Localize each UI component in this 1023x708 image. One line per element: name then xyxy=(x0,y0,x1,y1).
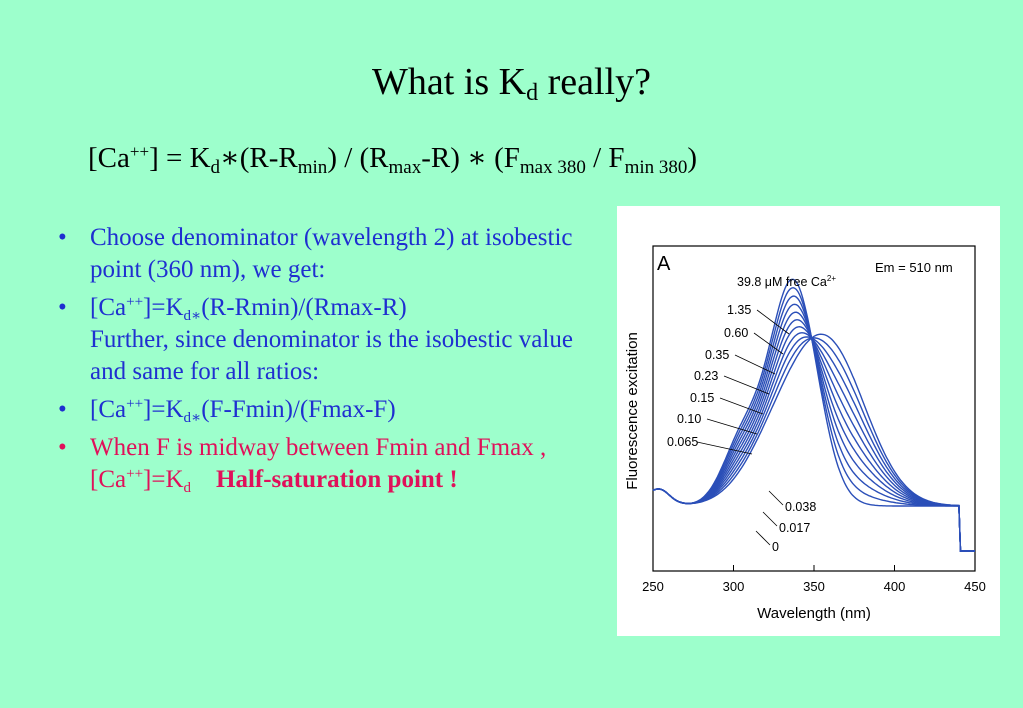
bullet-ratio-equation: • [Ca++]=Kd∗(R-Rmin)/(Rmax-R) Further, sin… xyxy=(58,294,573,385)
series-label-0: 0 xyxy=(772,540,779,554)
leader-0.038 xyxy=(768,490,784,506)
excitation-spectra-figure: 250 300 350 400 450 A Em = 510 nm 39.8 μM fr… xyxy=(617,206,1000,636)
series-label-0.60: 0.60 xyxy=(724,326,748,340)
series-label-0.10: 0.10 xyxy=(677,412,701,426)
leader-0.10 xyxy=(706,418,758,435)
bullet-fluorescence-equation: • [Ca++]=Kd∗(F-Fmin)/(Fmax-F) xyxy=(58,396,396,426)
x-tick-label-250: 250 xyxy=(642,579,664,594)
leader-0.065 xyxy=(696,441,753,455)
bullet-isobestic: • Choose denominator (wavelength 2) at is… xyxy=(58,224,573,283)
x-tick-label-450: 450 xyxy=(964,579,986,594)
leader-0 xyxy=(755,530,771,546)
bullet-list: • Choose denominator (wavelength 2) at is… xyxy=(52,222,592,502)
series-label-0.15: 0.15 xyxy=(690,391,714,405)
x-axis-label: Wavelength (nm) xyxy=(757,605,871,622)
plot-frame xyxy=(652,245,976,572)
series-label-0.017: 0.017 xyxy=(779,521,810,535)
series-label-0.23: 0.23 xyxy=(694,369,718,383)
x-tick-label-400: 400 xyxy=(884,579,906,594)
series-label-0.038: 0.038 xyxy=(785,500,816,514)
emission-annotation: Em = 510 nm xyxy=(875,260,953,275)
spectra-curves xyxy=(652,278,975,552)
leader-1.35 xyxy=(756,309,790,335)
spectrum-curve-10 xyxy=(652,278,975,552)
x-tick-label-350: 350 xyxy=(803,579,825,594)
leader-0.017 xyxy=(762,511,778,527)
leader-0.15 xyxy=(719,397,764,415)
leader-0.35 xyxy=(734,354,776,375)
y-axis-label: Fluorescence excitation xyxy=(624,332,641,490)
slide-title: What is Kd really? xyxy=(372,61,651,106)
panel-label: A xyxy=(657,253,671,275)
bullet-half-saturation: • When F is midway between Fmin and Fmax … xyxy=(58,434,547,496)
label-leaders xyxy=(696,309,790,546)
legend-title: 39.8 μM free Ca2+ xyxy=(737,274,836,289)
spectrum-curve-3 xyxy=(652,332,975,552)
x-tick-label-300: 300 xyxy=(723,579,745,594)
series-label-0.35: 0.35 xyxy=(705,348,729,362)
leader-0.23 xyxy=(723,375,770,395)
spectra-chart: 250 300 350 400 450 A Em = 510 nm 39.8 μM fr… xyxy=(624,245,986,622)
kd-formula: [Ca++] = Kd∗(R-Rmin) / (Rmax-R) ∗ (Fmax … xyxy=(88,142,698,178)
spectrum-curve-4 xyxy=(652,325,975,552)
x-axis-ticks: 250 300 350 400 450 xyxy=(642,565,986,594)
series-label-1.35: 1.35 xyxy=(727,303,751,317)
series-label-0.065: 0.065 xyxy=(667,435,698,449)
leader-0.60 xyxy=(753,332,784,355)
